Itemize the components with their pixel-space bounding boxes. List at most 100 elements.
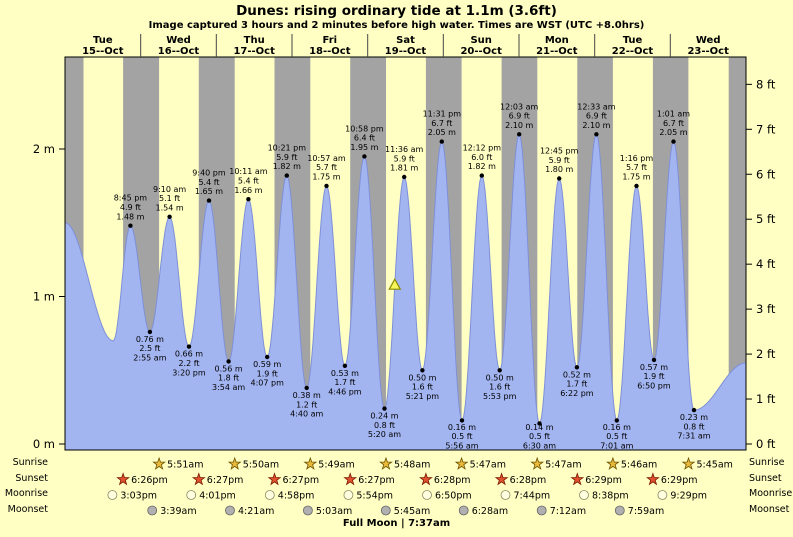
tide-event-label-line: 6.4 ft (354, 134, 375, 143)
moonset-time: 3:39am (160, 506, 196, 517)
tide-event-label-line: 0.56 m (215, 364, 243, 373)
tide-event-label-line: 2.5 ft (139, 344, 160, 353)
y-axis-label-left: 2 m (33, 142, 55, 156)
tide-event-dot (517, 132, 522, 137)
tide-event-label-line: 0.16 m (448, 423, 476, 432)
tide-event-label-line: 6.9 ft (509, 112, 530, 121)
tide-event-label-line: 1.7 ft (334, 378, 355, 387)
y-axis-label-right: 6 ft (756, 167, 776, 181)
moonset-icon (536, 505, 547, 516)
tide-event-label-line: 5:56 am (445, 442, 478, 451)
moonset-icon (614, 505, 625, 516)
moonset-row-label-right: Moonset (749, 503, 790, 515)
tide-event-label-line: 1.7 ft (566, 380, 587, 389)
tide-event-label-line: 0.5 ft (451, 432, 472, 441)
tide-event-label-line: 1.80 m (545, 165, 573, 174)
y-axis-label-right: 8 ft (756, 77, 776, 91)
sunset-icon (267, 472, 282, 486)
tide-event-label-line: 6.7 ft (431, 119, 452, 128)
tide-event-dot (537, 421, 542, 426)
chart-subtitle: Image captured 3 hours and 2 minutes bef… (148, 20, 645, 31)
sunset-time: 6:27pm (283, 475, 320, 486)
tide-event-dot (246, 197, 251, 202)
tide-event-dot (671, 139, 676, 144)
tide-event-label-line: 2.2 ft (178, 359, 199, 368)
tide-event-dot (634, 183, 639, 189)
tide-event-label-line: 6:22 pm (560, 389, 594, 398)
moonrise-icon (579, 490, 589, 500)
tide-event-dot (651, 357, 657, 363)
tide-event-dot (439, 139, 444, 144)
tide-event-label-line: 2:55 am (133, 354, 166, 363)
tide-event-label-line: 5.1 ft (159, 194, 180, 203)
sunrise-time: 5:45am (697, 460, 733, 471)
tide-event-dot (497, 368, 502, 373)
day-label-date: 15--Oct (82, 46, 124, 57)
moonrise-icon (264, 490, 275, 500)
tide-event-label-line: 1.65 m (195, 187, 223, 196)
sunrise-icon (681, 456, 696, 470)
tide-event-label-line: 0.38 m (293, 391, 321, 400)
moonrise-row-label-left: Moonrise (4, 488, 48, 499)
tide-event-dot (147, 329, 153, 335)
tide-event-label-line: 0.23 m (680, 413, 708, 422)
sunrise-row-label-left: Sunrise (12, 457, 48, 468)
tide-event-label-line: 0.5 ft (529, 432, 550, 441)
tide-curve (64, 133, 747, 451)
day-label-date: 17--Oct (233, 46, 275, 57)
tide-event-label-line: 1.82 m (468, 162, 496, 171)
tide-event-label-line: 11:31 pm (423, 110, 462, 119)
moonrise-icon (343, 490, 354, 500)
tide-event-label-line: 0.76 m (136, 335, 164, 344)
tide-event-label-line: 6.0 ft (471, 153, 492, 162)
sunrise-time: 5:47am (470, 460, 506, 471)
sunset-icon (343, 472, 358, 486)
moonrise-time: 8:38pm (592, 491, 629, 502)
tide-event-label-line: 12:33 am (577, 102, 616, 111)
tide-event-label-line: 5:53 pm (483, 392, 517, 401)
current-tide-marker (388, 277, 402, 290)
sunrise-time: 5:49am (318, 460, 354, 471)
moonrise-time: 5:54pm (356, 491, 393, 502)
tide-event-dot (284, 173, 289, 178)
tide-event-dot (614, 418, 619, 423)
tide-event-label-line: 0.66 m (175, 350, 203, 359)
tide-event-label-line: 5.7 ft (626, 163, 647, 172)
tide-event-label-line: 10:57 am (307, 154, 346, 163)
tide-event-label-line: 1.54 m (156, 203, 184, 212)
tide-event-dot (691, 407, 697, 413)
tide-event-label-line: 0.59 m (253, 360, 281, 369)
sunset-icon (646, 472, 660, 486)
day-label-date: 19--Oct (385, 46, 427, 57)
sunset-time: 6:26pm (131, 475, 168, 486)
tide-event-label-line: 4:46 pm (328, 387, 362, 396)
moonset-time: 5:45am (394, 506, 430, 517)
sunrise-time: 5:48am (394, 460, 430, 471)
tide-event-label-line: 0.14 m (525, 423, 553, 432)
sunrise-icon (454, 456, 469, 470)
moonrise-row-label-right: Moonrise (749, 488, 793, 499)
sunrise-icon (530, 456, 545, 470)
moonrise-icon (422, 490, 432, 500)
sunrise-row-label-right: Sunrise (749, 457, 785, 468)
tide-event-label-line: 5.7 ft (316, 163, 337, 172)
y-axis-label-right: 1 ft (756, 392, 776, 406)
y-axis-label-right: 5 ft (756, 212, 776, 226)
moonset-icon (380, 505, 391, 516)
day-label-date: 22--Oct (612, 46, 654, 57)
day-label-weekday: Wed (166, 35, 191, 46)
tide-event-dot (574, 365, 580, 370)
tide-event-label-line: 4:07 pm (251, 379, 285, 388)
tide-event-label-line: 0.52 m (563, 370, 591, 379)
moonset-icon (225, 505, 235, 516)
moonset-icon (458, 505, 469, 516)
tide-event-label-line: 7:01 am (600, 442, 633, 451)
tide-event-dot (226, 359, 231, 364)
tide-event-label-line: 0.8 ft (374, 421, 395, 430)
day-label-date: 16--Oct (158, 46, 200, 57)
moonrise-icon (186, 490, 197, 500)
tide-event-label-line: 5:20 am (368, 430, 401, 439)
moonrise-time: 7:44pm (514, 491, 551, 502)
